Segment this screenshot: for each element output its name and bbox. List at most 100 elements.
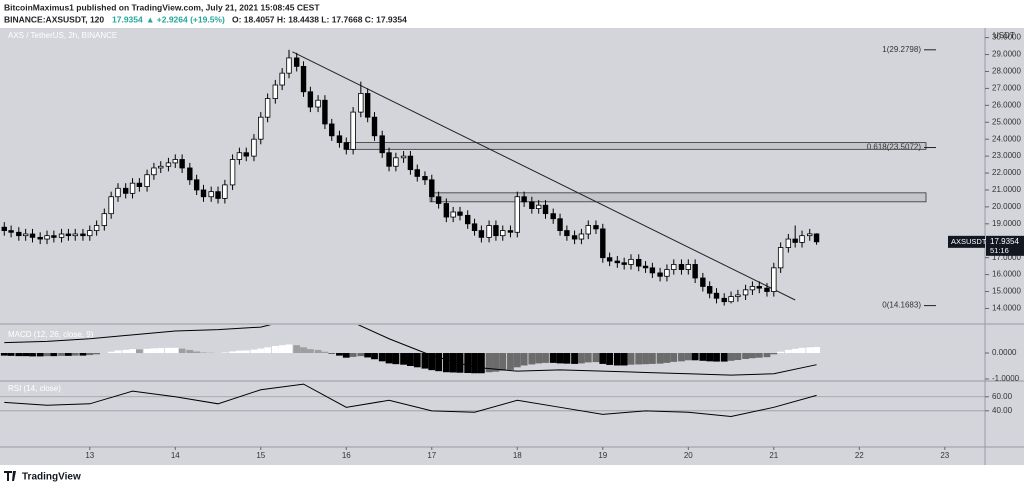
candle-body — [187, 167, 193, 181]
x-tick-label: 18 — [513, 451, 522, 460]
histogram-bar — [392, 353, 400, 365]
candle-body — [600, 228, 606, 259]
candle-body — [44, 235, 50, 240]
histogram-bar — [613, 353, 621, 366]
candle-body — [315, 99, 321, 108]
histogram-bar — [342, 353, 350, 358]
histogram-bar — [599, 353, 607, 364]
candle-body — [200, 189, 207, 198]
fib-label: 0(14.1683) — [882, 301, 921, 310]
y-tick-label: 19.0000 — [992, 219, 1021, 228]
histogram-bar — [706, 353, 714, 362]
y-tick-label: 26.0000 — [992, 100, 1021, 109]
candle-body — [443, 203, 450, 218]
pane — [0, 325, 820, 376]
candle-body — [158, 165, 164, 169]
candle-body — [29, 233, 36, 238]
candle-body — [264, 98, 271, 118]
histogram-bar — [407, 353, 414, 366]
histogram-bar — [656, 353, 664, 364]
candle-body — [700, 277, 706, 287]
histogram-bar — [798, 347, 806, 354]
histogram-bar — [691, 353, 699, 361]
fib-label: 0.618(23.5072) — [867, 143, 922, 152]
histogram-bar — [648, 353, 656, 364]
candle-body — [535, 204, 542, 209]
candle-body — [478, 230, 485, 238]
candle-body — [671, 264, 677, 270]
candle-body — [721, 297, 727, 303]
histogram-bar — [670, 353, 678, 362]
histogram-bar — [171, 347, 179, 354]
candle-body — [16, 231, 22, 237]
candle-body — [115, 187, 121, 198]
histogram-bar — [285, 344, 293, 354]
y-tick-label: 22.0000 — [992, 168, 1021, 177]
histogram-bar — [435, 353, 443, 372]
candle-body — [593, 225, 599, 230]
histogram-bar — [186, 349, 194, 354]
x-tick-label: 13 — [85, 451, 94, 460]
histogram-bar — [528, 353, 536, 365]
candle-body — [564, 230, 570, 237]
candle-body — [642, 265, 649, 269]
candle-body — [179, 159, 185, 169]
candle-body — [465, 214, 471, 225]
candle-body — [193, 179, 200, 191]
rsi-line — [4, 383, 817, 417]
zone — [429, 192, 927, 203]
histogram-bar — [200, 352, 207, 354]
histogram-bar — [549, 353, 557, 363]
candle-body — [379, 135, 385, 154]
candle-body — [664, 269, 670, 277]
histogram-bar — [571, 353, 578, 364]
histogram-bar — [364, 353, 372, 358]
y-axis-label: USDT — [993, 31, 1015, 40]
last-price-label: 17.9354 — [990, 237, 1019, 246]
histogram-bar — [413, 353, 421, 368]
y-tick-label: 23.0000 — [992, 151, 1021, 160]
y-tick-label: 28.0000 — [992, 67, 1021, 76]
x-tick-label: 17 — [427, 451, 436, 460]
histogram-bar — [328, 353, 336, 354]
candle-body — [571, 235, 578, 240]
histogram-bar — [50, 353, 58, 357]
candle-body — [585, 225, 591, 235]
y-tick-label: 40.00 — [992, 406, 1013, 415]
histogram-bar — [471, 353, 478, 374]
candle-body — [578, 233, 585, 240]
histogram-bar — [293, 345, 301, 354]
y-tick-label: 16.0000 — [992, 270, 1021, 279]
histogram-bar — [93, 353, 101, 355]
histogram-bar — [563, 353, 571, 364]
candle-body — [813, 233, 820, 243]
candle-body — [136, 182, 143, 187]
change: ▲ +2.9264 (+19.5%) — [146, 14, 225, 24]
candle-body — [450, 211, 456, 218]
publisher: BitcoinMaximus1 published on TradingView… — [4, 2, 320, 12]
trendline — [292, 51, 796, 301]
y-tick-label: 60.00 — [992, 392, 1013, 401]
candle-body — [51, 235, 57, 238]
candle-body — [279, 72, 285, 86]
candle-body — [300, 65, 307, 93]
candle-body — [728, 296, 734, 303]
histogram-bar — [114, 350, 122, 354]
histogram-bar — [727, 353, 735, 361]
candle-body — [756, 286, 762, 289]
candle-body — [785, 238, 792, 248]
histogram-bar — [578, 353, 585, 364]
candle-body — [542, 204, 549, 215]
histogram-bar — [371, 353, 378, 360]
candle-body — [343, 142, 349, 150]
y-tick-label: 15.0000 — [992, 287, 1021, 296]
candle-body — [657, 272, 663, 277]
histogram-bar — [349, 353, 357, 357]
candle-body — [749, 286, 756, 291]
histogram-bar — [264, 347, 272, 354]
histogram-bar — [86, 353, 94, 356]
histogram-bar — [357, 353, 365, 357]
candle-body — [792, 238, 798, 243]
chart-background — [0, 28, 1024, 465]
histogram-bar — [71, 353, 79, 356]
